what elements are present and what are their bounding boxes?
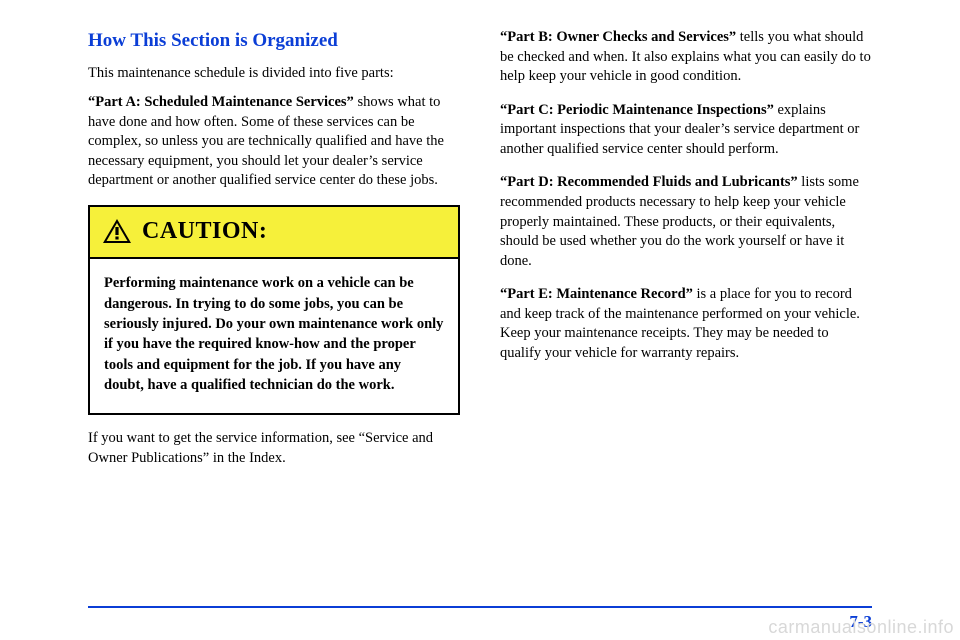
caution-body: Performing maintenance work on a vehicle… [90,259,458,413]
part-d-lead: “Part D: Recommended Fluids and Lubrican… [500,174,801,190]
intro-text: This maintenance schedule is divided int… [88,64,460,84]
part-e-lead: “Part E: Maintenance Record” [500,286,697,302]
caution-box: CAUTION: Performing maintenance work on … [88,205,460,415]
watermark: carmanualsonline.info [768,617,954,638]
caution-header: CAUTION: [90,207,458,259]
left-column: How This Section is Organized This maint… [88,28,460,590]
footer-rule [88,606,872,608]
section-heading: How This Section is Organized [88,28,460,54]
caution-label: CAUTION: [142,215,267,247]
part-c-lead: “Part C: Periodic Maintenance Inspection… [500,102,777,118]
part-e-paragraph: “Part E: Maintenance Record” is a place … [500,285,872,363]
part-b-paragraph: “Part B: Owner Checks and Services” tell… [500,28,872,87]
warning-triangle-icon [102,218,132,244]
part-b-lead: “Part B: Owner Checks and Services” [500,29,740,45]
part-d-paragraph: “Part D: Recommended Fluids and Lubrican… [500,173,872,271]
after-caution-text: If you want to get the service informati… [88,429,460,468]
part-c-paragraph: “Part C: Periodic Maintenance Inspection… [500,101,872,160]
page-content: How This Section is Organized This maint… [88,28,872,590]
part-a-lead: “Part A: Scheduled Maintenance Services” [88,94,357,110]
part-a-paragraph: “Part A: Scheduled Maintenance Services”… [88,93,460,191]
right-column: “Part B: Owner Checks and Services” tell… [500,28,872,590]
